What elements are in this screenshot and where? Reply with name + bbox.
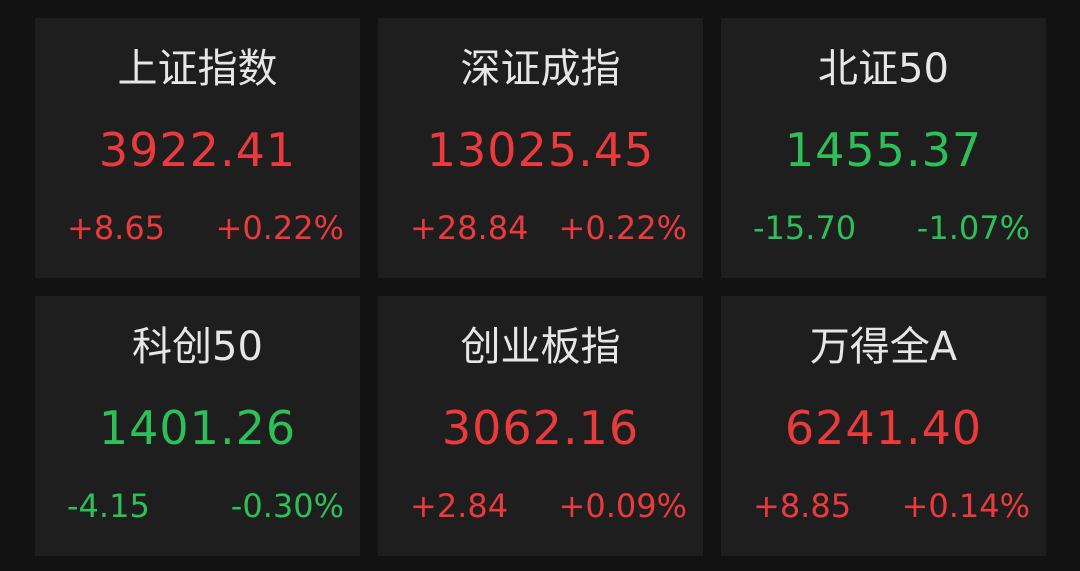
index-change: +28.84 [410, 209, 529, 247]
index-change: -4.15 [67, 487, 150, 525]
index-percent: +0.09% [558, 487, 687, 525]
index-value: 3062.16 [441, 401, 640, 455]
index-name: 上证指数 [117, 46, 278, 92]
index-percent: +0.22% [215, 209, 344, 247]
index-change: +8.65 [67, 209, 166, 247]
index-name: 科创50 [132, 324, 263, 370]
index-value: 13025.45 [426, 123, 655, 177]
index-change: +2.84 [410, 487, 509, 525]
index-value: 3922.41 [98, 123, 297, 177]
index-card[interactable]: 万得全A 6241.40 +8.85 +0.14% [721, 296, 1046, 556]
index-percent: -1.07% [916, 209, 1030, 247]
index-value: 1455.37 [784, 123, 983, 177]
index-change: -15.70 [753, 209, 857, 247]
index-name: 万得全A [809, 324, 958, 370]
index-percent: +0.14% [901, 487, 1030, 525]
index-value: 6241.40 [784, 401, 983, 455]
index-percent: +0.22% [558, 209, 687, 247]
index-name: 北证50 [818, 46, 949, 92]
index-name: 深证成指 [460, 46, 621, 92]
index-name: 创业板指 [460, 324, 621, 370]
index-percent: -0.30% [230, 487, 344, 525]
index-change: +8.85 [753, 487, 852, 525]
index-card[interactable]: 深证成指 13025.45 +28.84 +0.22% [378, 18, 703, 278]
index-card[interactable]: 科创50 1401.26 -4.15 -0.30% [35, 296, 360, 556]
index-value: 1401.26 [98, 401, 297, 455]
index-card[interactable]: 创业板指 3062.16 +2.84 +0.09% [378, 296, 703, 556]
index-card[interactable]: 上证指数 3922.41 +8.65 +0.22% [35, 18, 360, 278]
index-card[interactable]: 北证50 1455.37 -15.70 -1.07% [721, 18, 1046, 278]
